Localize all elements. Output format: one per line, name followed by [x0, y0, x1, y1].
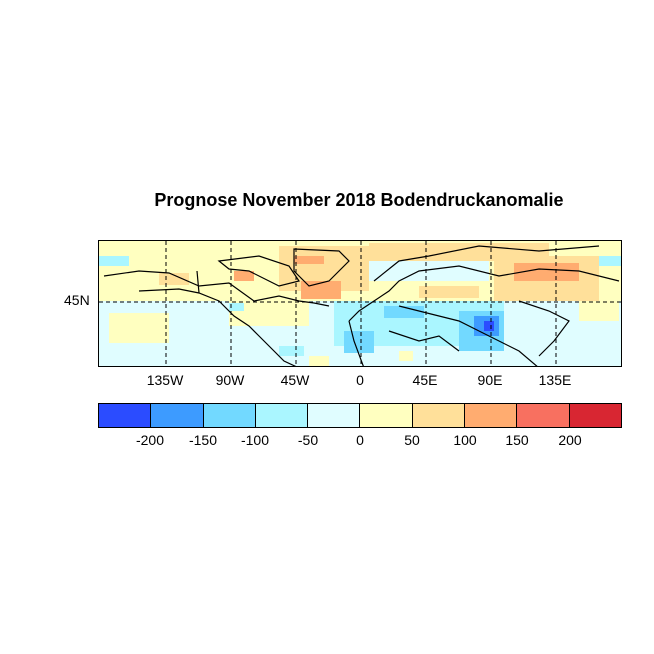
x-tick: 135E — [538, 372, 572, 388]
colorbar-bin — [517, 404, 570, 427]
colorbar — [98, 403, 622, 428]
colorbar-bin — [412, 404, 466, 427]
anomaly-map — [98, 240, 622, 367]
y-tick-45n: 45N — [64, 292, 90, 308]
colorbar-tick: -200 — [135, 432, 165, 448]
colorbar-tick: -50 — [297, 432, 319, 448]
colorbar-bin — [203, 404, 256, 427]
colorbar-bin — [255, 404, 309, 427]
x-tick: 0 — [356, 372, 364, 388]
colorbar-tick: 50 — [404, 432, 420, 448]
colorbar-tick: 150 — [505, 432, 529, 448]
colorbar-bin — [151, 404, 204, 427]
colorbar-bin — [308, 404, 361, 427]
colorbar-bin — [99, 404, 152, 427]
x-tick: 135W — [146, 372, 184, 388]
x-tick: 45W — [280, 372, 310, 388]
x-tick: 45E — [412, 372, 438, 388]
colorbar-tick: 200 — [558, 432, 582, 448]
colorbar-bin — [465, 404, 518, 427]
colorbar-tick: -150 — [188, 432, 218, 448]
colorbar-tick: -100 — [240, 432, 270, 448]
colorbar-tick: 0 — [356, 432, 364, 448]
x-tick: 90E — [477, 372, 503, 388]
chart-title: Prognose November 2018 Bodendruckanomali… — [154, 190, 564, 210]
colorbar-bin — [360, 404, 413, 427]
colorbar-tick: 100 — [453, 432, 477, 448]
colorbar-bin — [569, 404, 621, 427]
map-field — [99, 241, 621, 366]
x-tick: 90W — [215, 372, 245, 388]
